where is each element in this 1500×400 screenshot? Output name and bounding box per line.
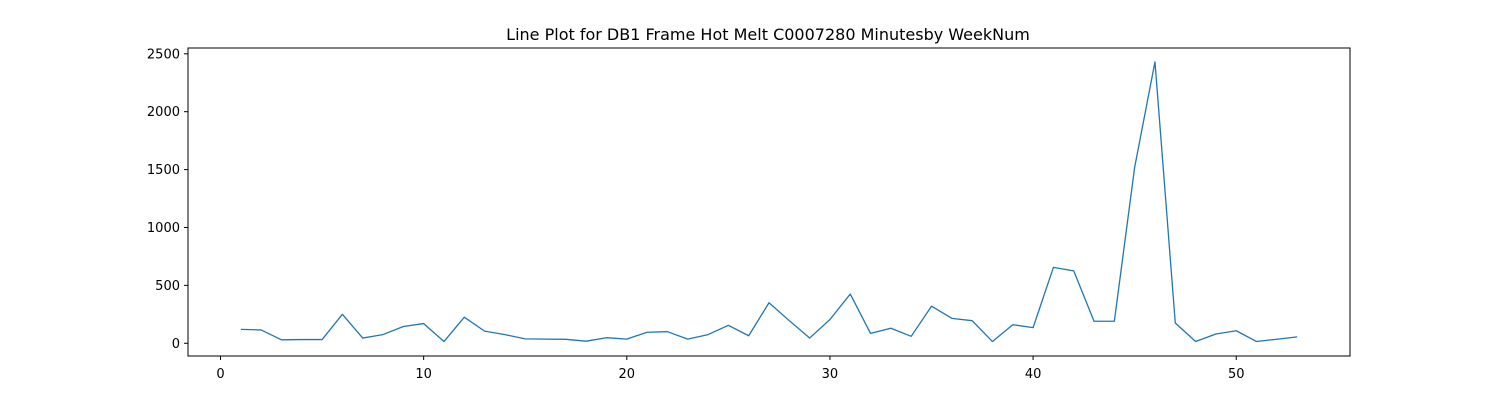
x-tick-label: 0 <box>216 367 224 382</box>
x-tick-label: 50 <box>1228 367 1245 382</box>
series-line <box>240 61 1298 343</box>
x-tick-label: 40 <box>1025 367 1042 382</box>
plot-frame <box>187 47 1351 357</box>
chart-title: Line Plot for DB1 Frame Hot Melt C000728… <box>506 25 1030 44</box>
x-tick-label: 30 <box>822 367 839 382</box>
y-tick-label: 0 <box>172 337 180 352</box>
y-tick-label: 500 <box>155 279 180 294</box>
x-tick-label: 20 <box>619 367 636 382</box>
y-tick-label: 1500 <box>147 163 180 178</box>
y-tick-label: 2500 <box>147 47 180 62</box>
y-tick-label: 2000 <box>147 105 180 120</box>
y-tick-label: 1000 <box>147 221 180 236</box>
x-tick-label: 10 <box>415 367 432 382</box>
